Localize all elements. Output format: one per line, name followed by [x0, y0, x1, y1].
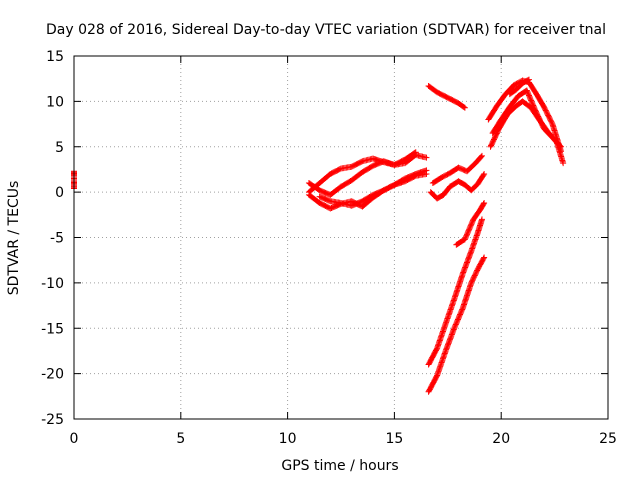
data-track [429, 152, 485, 187]
point-markers [506, 76, 532, 98]
y-tick-label: 5 [55, 140, 64, 156]
data-track [506, 76, 532, 98]
grid-lines [74, 56, 608, 419]
y-tick-label: -5 [50, 231, 64, 247]
y-tick-label: -25 [41, 412, 64, 428]
data-track [316, 167, 430, 209]
data-track [489, 87, 565, 150]
y-tick-label: -15 [41, 321, 64, 337]
y-tick-label: 15 [46, 49, 64, 65]
data-track [425, 216, 485, 368]
point-markers [427, 170, 488, 202]
point-markers [425, 216, 485, 368]
x-tick-label: 5 [176, 431, 185, 447]
data-track [305, 149, 419, 198]
data-points [71, 76, 567, 395]
y-tick-label: -10 [41, 276, 64, 292]
y-axis-label: SDTVAR / TECUs [6, 181, 22, 296]
point-markers [489, 87, 565, 150]
x-tick-label: 0 [70, 431, 79, 447]
chart-title: Day 028 of 2016, Sidereal Day-to-day VTE… [46, 22, 606, 38]
data-track [453, 200, 488, 248]
x-tick-label: 25 [599, 431, 617, 447]
x-tick-label: 20 [492, 431, 510, 447]
point-markers [316, 167, 430, 209]
x-tick-label: 15 [385, 431, 403, 447]
y-tick-label: -20 [41, 367, 64, 383]
point-markers [429, 152, 485, 187]
y-tick-label: 10 [46, 94, 64, 110]
data-track [425, 254, 488, 395]
data-track [425, 82, 468, 111]
y-tick-label: 0 [55, 185, 64, 201]
point-markers [425, 254, 488, 395]
data-track [427, 170, 488, 202]
axis-ticks: 0 5 10 15 20 25 15 10 5 0 -5 -10 -15 -20 -25 [41, 49, 617, 447]
point-markers [453, 200, 488, 248]
x-axis-label: GPS time / hours [281, 458, 398, 474]
x-tick-label: 10 [279, 431, 297, 447]
point-markers [425, 82, 468, 111]
point-markers [305, 149, 419, 198]
